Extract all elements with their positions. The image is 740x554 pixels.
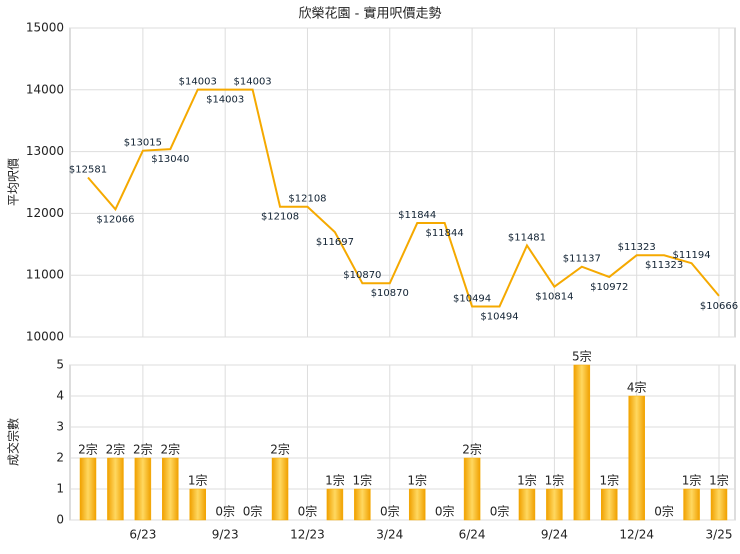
y-tick-label: 15000 bbox=[26, 21, 64, 35]
x-tick-label: 6/24 bbox=[459, 528, 486, 542]
data-label: $12108 bbox=[288, 194, 326, 205]
bar bbox=[79, 457, 97, 521]
x-tick-label: 12/23 bbox=[290, 528, 325, 542]
chart-title: 欣榮花園 - 實用呎價走勢 bbox=[299, 6, 442, 22]
y-tick-label: 5 bbox=[56, 358, 64, 372]
data-label: 0宗 bbox=[215, 504, 235, 519]
x-tick-label: 9/23 bbox=[212, 528, 239, 542]
y-axis-label: 平均呎價 bbox=[7, 158, 21, 206]
data-label: $11844 bbox=[426, 228, 464, 239]
data-label: $11323 bbox=[645, 260, 683, 271]
y-tick-label: 14000 bbox=[26, 82, 64, 96]
bar bbox=[573, 364, 591, 521]
y-tick-label: 11000 bbox=[26, 268, 64, 282]
data-label: $10870 bbox=[371, 288, 409, 299]
y-tick-label: 2 bbox=[56, 451, 64, 465]
data-label: $11323 bbox=[618, 242, 656, 253]
data-label: 2宗 bbox=[133, 442, 153, 457]
data-label: $10494 bbox=[480, 311, 518, 322]
data-label: $10494 bbox=[453, 293, 491, 304]
data-label: 0宗 bbox=[380, 504, 400, 519]
bar bbox=[271, 457, 289, 521]
y-tick-label: 13000 bbox=[26, 144, 64, 158]
data-label: 2宗 bbox=[160, 442, 180, 457]
x-tick-label: 6/23 bbox=[129, 528, 156, 542]
data-label: 1宗 bbox=[325, 473, 345, 488]
data-label: $13015 bbox=[124, 138, 162, 149]
bar bbox=[628, 395, 645, 521]
data-label: $14003 bbox=[206, 95, 244, 106]
plot-area bbox=[69, 27, 736, 338]
data-label: 4宗 bbox=[627, 380, 647, 395]
bar bbox=[601, 488, 618, 521]
data-label: $11844 bbox=[398, 210, 436, 221]
y-tick-label: 3 bbox=[56, 420, 64, 434]
data-label: $14003 bbox=[179, 77, 217, 88]
line bbox=[87, 88, 720, 308]
data-label: 0宗 bbox=[298, 504, 318, 519]
data-label: 0宗 bbox=[490, 504, 510, 519]
data-label: 0宗 bbox=[435, 504, 455, 519]
data-label: 2宗 bbox=[462, 442, 482, 457]
bar bbox=[408, 488, 426, 521]
bar bbox=[189, 488, 206, 521]
data-label: 5宗 bbox=[572, 349, 592, 364]
y-axis-label: 成交宗數 bbox=[6, 418, 21, 466]
bar bbox=[354, 488, 371, 521]
bar bbox=[326, 488, 344, 521]
data-label: $10666 bbox=[700, 301, 738, 312]
data-label: $11697 bbox=[316, 237, 354, 248]
y-tick-label: 0 bbox=[56, 513, 64, 527]
y-tick-label: 1 bbox=[56, 482, 64, 496]
data-label: $11481 bbox=[508, 232, 546, 243]
data-label: $11137 bbox=[563, 254, 601, 265]
bar bbox=[463, 457, 481, 521]
data-label: 1宗 bbox=[599, 473, 619, 488]
data-label: 1宗 bbox=[353, 473, 373, 488]
y-tick-label: 12000 bbox=[26, 206, 64, 220]
x-tick-label: 12/24 bbox=[619, 528, 654, 542]
data-label: 2宗 bbox=[78, 442, 98, 457]
data-label: 1宗 bbox=[682, 473, 702, 488]
y-tick-label: 10000 bbox=[26, 330, 64, 344]
bar bbox=[518, 488, 536, 521]
data-label: $10814 bbox=[535, 292, 573, 303]
data-label: 1宗 bbox=[709, 473, 729, 488]
x-tick-label: 3/24 bbox=[376, 528, 403, 542]
plot-area bbox=[69, 364, 736, 521]
data-label: 1宗 bbox=[517, 473, 537, 488]
data-label: $11194 bbox=[672, 250, 710, 261]
y-tick-label: 4 bbox=[56, 389, 64, 403]
data-label: $10972 bbox=[590, 282, 628, 293]
x-tick-label: 3/25 bbox=[706, 528, 733, 542]
bar bbox=[134, 457, 152, 521]
bar bbox=[162, 457, 179, 521]
data-label: 2宗 bbox=[270, 442, 290, 457]
data-label: $10870 bbox=[343, 270, 381, 281]
bar bbox=[546, 488, 563, 521]
data-label: 2宗 bbox=[106, 442, 126, 457]
data-label: 1宗 bbox=[545, 473, 565, 488]
data-label: $13040 bbox=[151, 154, 189, 165]
data-label: 0宗 bbox=[243, 504, 263, 519]
data-label: $12581 bbox=[69, 164, 107, 175]
bar bbox=[683, 488, 700, 521]
bar bbox=[107, 457, 124, 521]
data-label: $12108 bbox=[261, 212, 299, 223]
data-label: 1宗 bbox=[188, 473, 208, 488]
data-label: 0宗 bbox=[654, 504, 674, 519]
bar bbox=[710, 488, 728, 521]
data-label: $14003 bbox=[234, 77, 272, 88]
data-label: $12066 bbox=[96, 214, 134, 225]
data-label: 1宗 bbox=[407, 473, 427, 488]
x-tick-label: 9/24 bbox=[541, 528, 568, 542]
